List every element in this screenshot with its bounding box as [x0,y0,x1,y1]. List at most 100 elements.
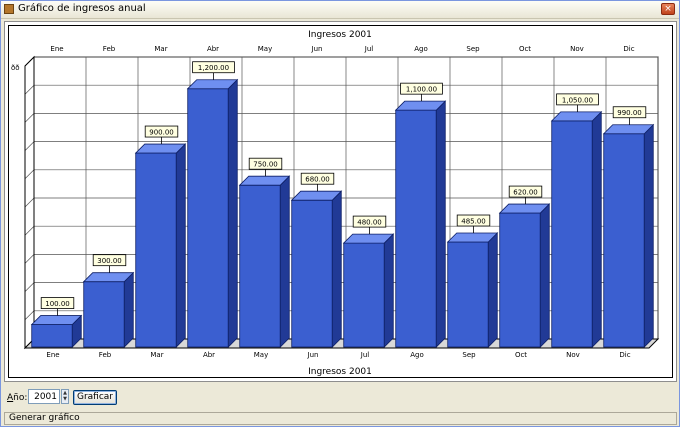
data-label: 990.00 [617,109,642,117]
data-label-box [352,215,387,228]
bar-top [238,175,291,186]
top-category-label: Dic [623,45,634,53]
bottom-category-label: Mar [150,351,163,359]
bar [395,109,437,348]
y-axis-glyph: ðð [11,64,20,72]
revenue-chart: Ingresos 2001 ðð Ene Feb Mar Abr May Jun Jul Ago S… [11,30,660,377]
bottom-category-label: May [254,351,268,359]
bar-top [498,203,551,214]
status-bar: Generar gráfico [4,412,677,425]
bar-side [643,123,654,348]
bar [31,324,73,348]
bar [187,88,229,348]
bar-top [342,233,395,244]
data-label-box [144,125,179,138]
grid-line-side [24,225,35,236]
data-label: 480.00 [357,219,382,227]
grid-line-side [24,254,35,264]
data-label-box [248,157,283,170]
bar-side [591,110,602,348]
data-label: 620.00 [513,189,538,197]
bar [343,242,385,348]
title-bar: Gráfico de ingresos anual × [1,1,679,19]
chart-frame: Ingresos 2001 ðð Ene Feb Mar Abr May Jun Jul Ago S… [4,21,677,382]
grid-line-side [24,169,35,180]
bar [135,152,177,348]
top-category-label: May [258,45,272,53]
bar [239,184,281,348]
grid-line-side [24,84,35,95]
bar [447,241,489,348]
data-label: 1,200.00 [198,64,229,72]
top-category-label: Sep [466,45,480,53]
bar-top [602,124,655,135]
data-label: 1,050.00 [562,96,593,104]
bar [499,212,541,348]
close-button[interactable]: × [661,3,675,15]
spin-down-icon[interactable]: ▼ [63,396,67,402]
bar-top [82,272,135,283]
year-label-text: ño: [13,393,28,403]
bar [551,120,593,348]
data-label-box [508,185,543,198]
year-label-accesskey: A [7,393,14,403]
year-label: Año: [7,393,27,403]
chart-panel: Ingresos 2001 ðð Ene Feb Mar Abr May Jun Jul Ago S… [8,25,673,378]
spin-up-icon[interactable]: ▲ [63,390,67,396]
year-input[interactable]: 2001 [28,389,60,404]
bottom-category-label: Oct [515,351,527,359]
data-label-box [456,214,491,227]
bottom-category-label: Dic [619,351,630,359]
bar-side [435,100,446,348]
year-spinner[interactable]: ▲ ▼ [61,389,69,404]
grid-line-side [24,113,35,123]
grid-line-side [24,141,35,151]
bar-side [279,175,290,348]
data-label-box [400,82,443,95]
bar [83,281,125,348]
top-category-label: Ene [50,45,63,53]
data-label-box [192,61,235,74]
bottom-category-label: Ago [410,351,424,359]
bar-top [394,100,447,111]
status-text: Generar gráfico [9,413,80,423]
grid-line-side [24,310,35,321]
top-category-label: Nov [570,45,584,53]
top-category-label: Feb [103,45,116,53]
grid-line-side [24,197,35,208]
top-category-label: Oct [519,45,531,53]
bar-side [331,190,342,348]
bar-side [487,232,498,348]
bottom-category-label: Ene [46,351,59,359]
data-label: 300.00 [97,257,122,265]
data-label: 680.00 [305,176,330,184]
bar-top [186,79,239,90]
bottom-category-label: Abr [203,351,215,359]
top-category-label: Mar [154,45,167,53]
bottom-category-label: Jun [307,351,319,359]
graph-button[interactable]: Graficar [73,390,117,405]
bar-side [227,78,238,348]
window-title: Gráfico de ingresos anual [18,3,146,14]
bar-top [134,143,187,154]
grid-line-side [24,282,35,292]
data-label-box [612,106,647,119]
top-category-label: Ago [414,45,428,53]
bar [603,133,645,348]
data-label-box [556,93,599,106]
data-label: 1,100.00 [406,86,437,94]
data-label: 100.00 [45,300,70,308]
bottom-category-label: Feb [99,351,112,359]
app-icon [4,4,14,14]
data-label-box [92,254,127,267]
top-category-label: Jul [364,45,374,53]
data-label: 900.00 [149,129,174,137]
controls-bar: Año: 2001 ▲ ▼ Graficar [1,387,680,411]
chart-title: Ingresos 2001 [308,30,372,40]
bar-top [30,315,83,325]
bar-side [539,203,550,348]
data-label-box [40,297,75,309]
top-category-label: Jun [311,45,323,53]
bar-side [383,233,394,348]
